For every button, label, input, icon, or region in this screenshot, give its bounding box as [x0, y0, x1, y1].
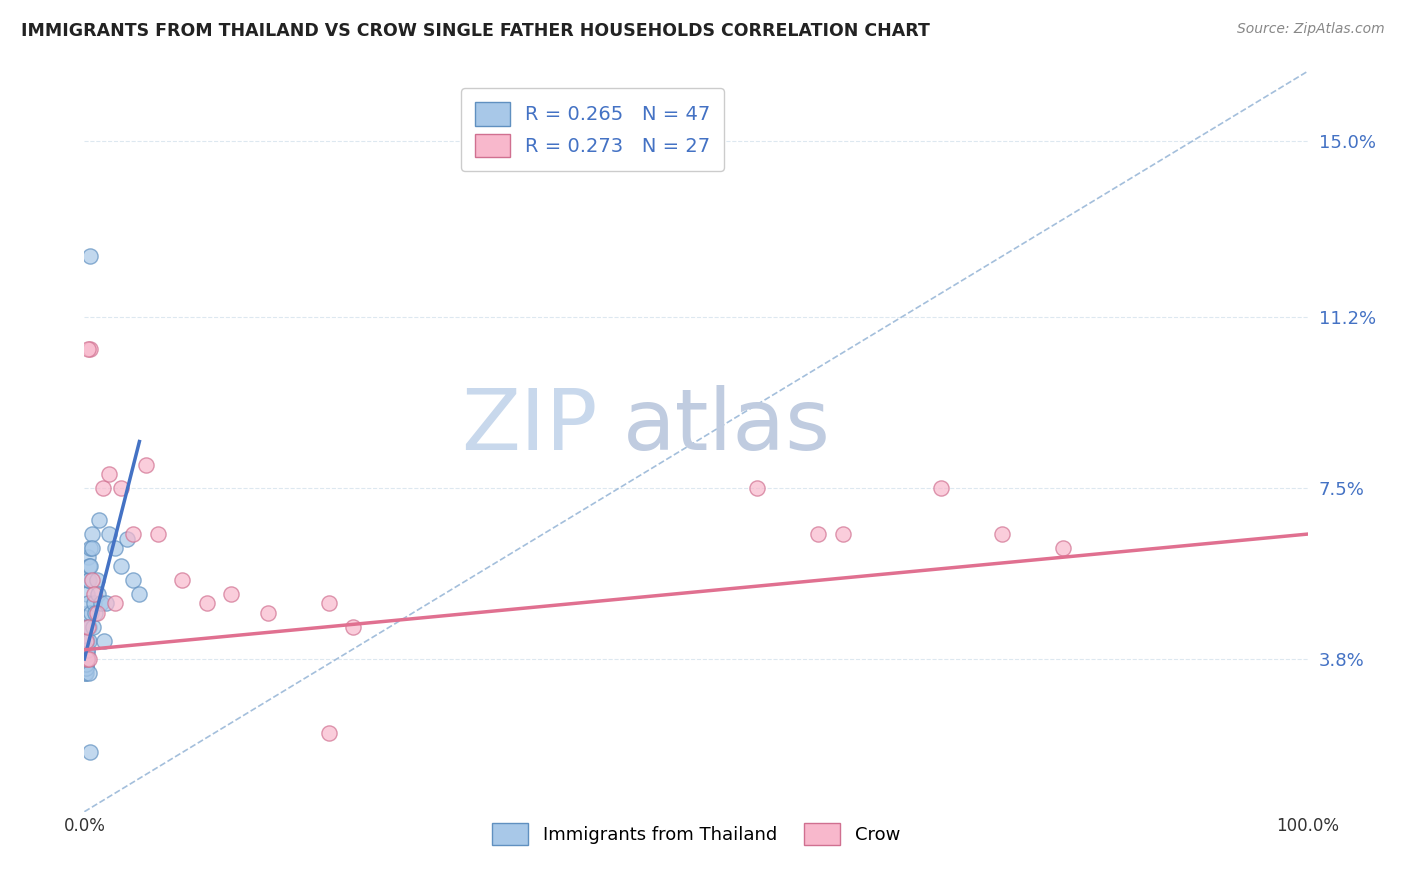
Point — [77, 652, 100, 666]
Point — [83, 587, 105, 601]
Point — [87, 587, 110, 601]
Point — [80, 606, 103, 620]
Point — [76, 574, 98, 588]
Point — [195, 597, 218, 611]
Point — [79, 559, 101, 574]
Point — [110, 481, 132, 495]
Point — [83, 597, 105, 611]
Point — [76, 648, 98, 662]
Point — [77, 597, 100, 611]
Point — [135, 458, 157, 472]
Point — [96, 597, 118, 611]
Point — [76, 587, 98, 601]
Point — [75, 665, 97, 680]
Point — [79, 574, 101, 588]
Point — [77, 606, 100, 620]
Point — [110, 559, 132, 574]
Point — [79, 745, 101, 759]
Point — [76, 633, 98, 648]
Point — [91, 481, 114, 495]
Point — [76, 652, 98, 666]
Point — [76, 642, 98, 657]
Point — [79, 250, 101, 264]
Point — [929, 481, 952, 495]
Point — [75, 661, 97, 675]
Point — [75, 633, 97, 648]
Point — [104, 597, 127, 611]
Point — [87, 513, 110, 527]
Point — [84, 606, 107, 620]
Text: Source: ZipAtlas.com: Source: ZipAtlas.com — [1237, 22, 1385, 37]
Point — [77, 342, 100, 356]
Point — [318, 597, 340, 611]
Point — [77, 633, 100, 648]
Point — [747, 481, 769, 495]
Point — [97, 527, 120, 541]
Text: ZIP: ZIP — [461, 385, 598, 468]
Point — [73, 652, 96, 666]
Point — [80, 527, 103, 541]
Point — [82, 541, 104, 555]
Point — [79, 342, 101, 356]
Point — [90, 597, 112, 611]
Point — [76, 620, 98, 634]
Point — [77, 620, 100, 634]
Point — [80, 574, 103, 588]
Point — [76, 642, 98, 657]
Point — [991, 527, 1014, 541]
Point — [75, 657, 97, 671]
Point — [75, 665, 97, 680]
Point — [77, 620, 100, 634]
Point — [172, 574, 194, 588]
Text: IMMIGRANTS FROM THAILAND VS CROW SINGLE FATHER HOUSEHOLDS CORRELATION CHART: IMMIGRANTS FROM THAILAND VS CROW SINGLE … — [21, 22, 929, 40]
Point — [77, 550, 100, 565]
Point — [318, 726, 340, 740]
Point — [1052, 541, 1074, 555]
Point — [82, 620, 104, 634]
Point — [257, 606, 280, 620]
Point — [831, 527, 853, 541]
Point — [97, 467, 120, 481]
Point — [86, 606, 108, 620]
Point — [75, 648, 97, 662]
Point — [128, 587, 150, 601]
Point — [342, 620, 364, 634]
Point — [77, 559, 100, 574]
Point — [75, 661, 97, 675]
Point — [807, 527, 830, 541]
Point — [115, 532, 138, 546]
Point — [146, 527, 169, 541]
Point — [86, 574, 108, 588]
Point — [75, 652, 97, 666]
Point — [104, 541, 127, 555]
Point — [122, 574, 145, 588]
Point — [219, 587, 242, 601]
Point — [93, 633, 115, 648]
Legend: Immigrants from Thailand, Crow: Immigrants from Thailand, Crow — [484, 814, 908, 855]
Point — [122, 527, 145, 541]
Point — [79, 541, 101, 555]
Point — [75, 657, 97, 671]
Point — [76, 652, 98, 666]
Point — [77, 665, 100, 680]
Point — [76, 652, 98, 666]
Text: atlas: atlas — [623, 385, 831, 468]
